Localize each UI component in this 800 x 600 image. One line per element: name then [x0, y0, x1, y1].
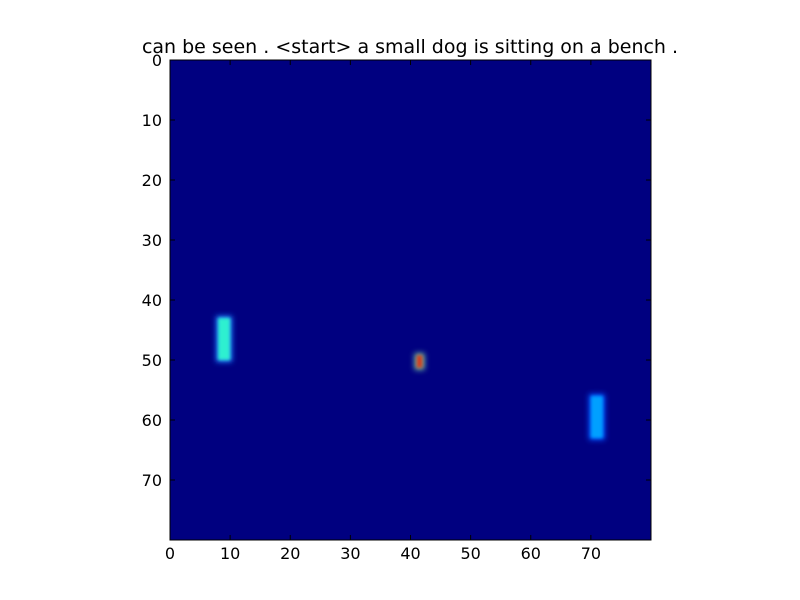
hotspot-core: [590, 396, 603, 438]
y-tick-label: 0: [152, 51, 162, 70]
y-axis: 0 10 20 30 40 50 60 70: [142, 51, 651, 490]
hotspot: [216, 316, 233, 362]
y-tick-label: 10: [142, 111, 162, 130]
x-tick-label: 10: [220, 544, 240, 563]
x-tick-label: 70: [581, 544, 601, 563]
hotspot-layer: [216, 316, 605, 440]
y-tick-label: 30: [142, 231, 162, 250]
y-tick-label: 70: [142, 471, 162, 490]
x-tick-label: 0: [165, 544, 175, 563]
y-tick-label: 50: [142, 351, 162, 370]
y-tick-label: 20: [142, 171, 162, 190]
x-tick-label: 60: [521, 544, 541, 563]
chart-title: can be seen . <start> a small dog is sit…: [142, 36, 678, 58]
heatmap-background: [170, 60, 651, 540]
hotspot: [588, 394, 605, 440]
hotspot: [414, 353, 425, 370]
x-axis: 0 10 20 30 40 50 60 70: [165, 60, 601, 563]
y-tick-label: 60: [142, 411, 162, 430]
x-tick-label: 30: [340, 544, 360, 563]
y-tick-label: 40: [142, 291, 162, 310]
x-tick-label: 20: [280, 544, 300, 563]
x-tick-label: 40: [400, 544, 420, 563]
x-tick-label: 50: [460, 544, 480, 563]
hotspot-core: [218, 318, 231, 360]
hotspot-core: [416, 355, 423, 368]
plot-area: [169, 59, 652, 541]
